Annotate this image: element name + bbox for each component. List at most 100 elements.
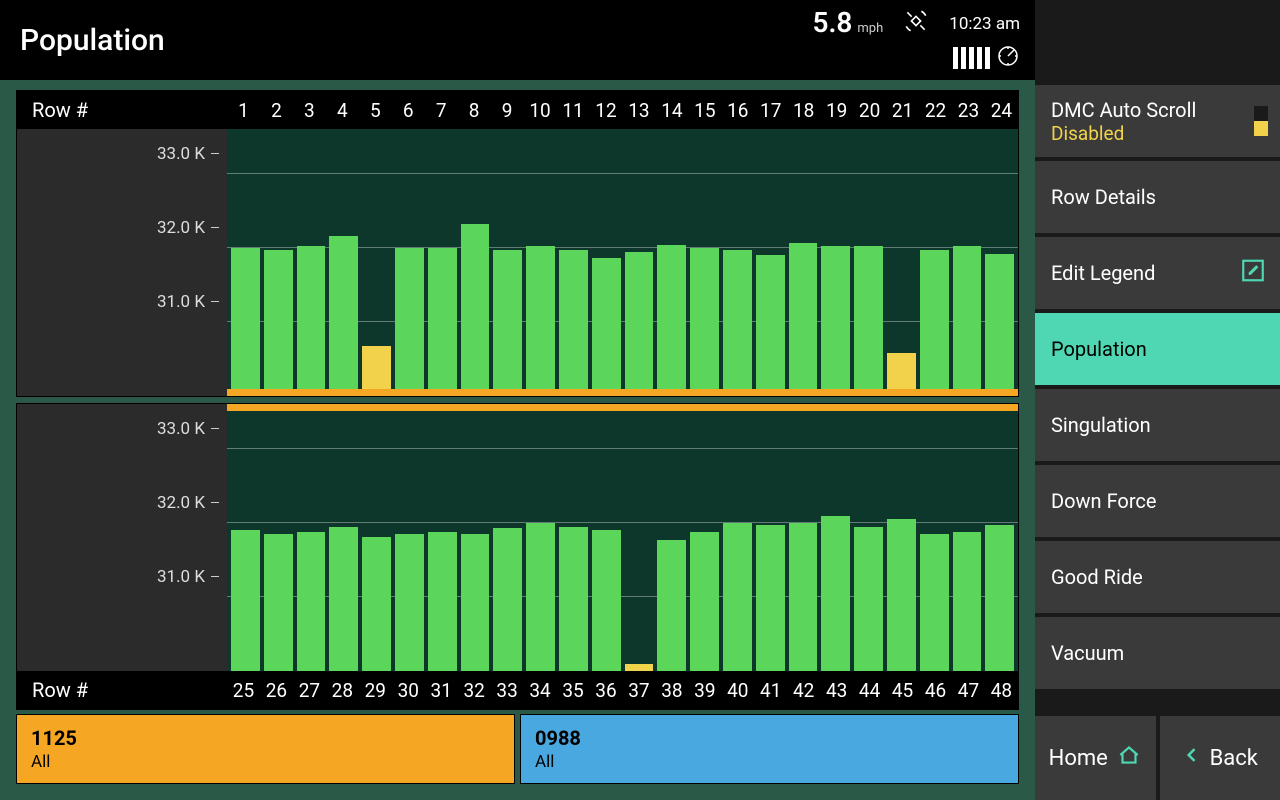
sidebar-dmc-line1: DMC Auto Scroll	[1051, 98, 1196, 122]
population-bar[interactable]	[461, 534, 490, 671]
column-header: 44	[853, 671, 886, 709]
sidebar: DMC Auto Scroll Disabled Row Details Edi…	[1035, 0, 1280, 800]
home-icon	[1116, 742, 1142, 774]
column-header: 23	[952, 91, 985, 129]
footer-right-value: 0988	[535, 726, 1004, 750]
column-header: 41	[754, 671, 787, 709]
sidebar-item-vacuum[interactable]: Vacuum	[1035, 617, 1280, 689]
population-bar[interactable]	[231, 248, 260, 389]
sidebar-item-label: Vacuum	[1051, 641, 1124, 665]
population-bar[interactable]	[559, 250, 588, 389]
column-header: 25	[227, 671, 260, 709]
population-bar[interactable]	[690, 532, 719, 671]
column-header: 26	[260, 671, 293, 709]
footer-panel-left[interactable]: 1125 All	[16, 714, 515, 784]
plot-area-top	[227, 129, 1018, 396]
population-bar[interactable]	[854, 527, 883, 671]
population-bar[interactable]	[723, 250, 752, 389]
column-header: 36	[589, 671, 622, 709]
population-bar[interactable]	[723, 523, 752, 671]
population-bar[interactable]	[329, 527, 358, 671]
column-header: 20	[853, 91, 886, 129]
population-bar[interactable]	[329, 236, 358, 389]
population-bar[interactable]	[493, 528, 522, 671]
population-bar[interactable]	[297, 246, 326, 389]
population-bar[interactable]	[953, 246, 982, 389]
population-bar[interactable]	[428, 532, 457, 671]
population-bar[interactable]	[264, 250, 293, 389]
column-headers-top: 123456789101112131415161718192021222324	[227, 91, 1018, 129]
footer-panel-right[interactable]: 0988 All	[520, 714, 1019, 784]
population-bar[interactable]	[887, 353, 916, 389]
y-axis-tick: 33.0 K	[157, 144, 219, 164]
dmc-toggle-indicator	[1254, 106, 1268, 136]
column-header: 39	[688, 671, 721, 709]
population-bar[interactable]	[756, 525, 785, 671]
population-bar[interactable]	[493, 250, 522, 389]
sidebar-item-dmc-auto-scroll[interactable]: DMC Auto Scroll Disabled	[1035, 85, 1280, 157]
sidebar-item-population[interactable]: Population	[1035, 313, 1280, 385]
population-bar[interactable]	[920, 250, 949, 389]
population-bar[interactable]	[625, 664, 654, 671]
population-bar[interactable]	[789, 523, 818, 671]
population-bar[interactable]	[461, 224, 490, 389]
column-header: 40	[721, 671, 754, 709]
population-bar[interactable]	[395, 534, 424, 671]
back-button[interactable]: Back	[1160, 716, 1280, 800]
population-bar[interactable]	[920, 534, 949, 671]
plot-area-bottom	[227, 404, 1018, 671]
population-bar[interactable]	[756, 255, 785, 389]
population-bar[interactable]	[657, 540, 686, 671]
column-header: 47	[952, 671, 985, 709]
population-bar[interactable]	[985, 525, 1014, 671]
population-bar[interactable]	[887, 519, 916, 671]
population-bar[interactable]	[559, 527, 588, 671]
column-header: 3	[293, 91, 326, 129]
population-bar[interactable]	[428, 248, 457, 389]
population-bar[interactable]	[362, 346, 391, 389]
column-header: 11	[557, 91, 590, 129]
population-bar[interactable]	[526, 523, 555, 671]
population-bar[interactable]	[526, 246, 555, 389]
signal-bars-icon	[953, 47, 990, 69]
column-header: 33	[491, 671, 524, 709]
population-bar[interactable]	[854, 246, 883, 389]
population-bar[interactable]	[690, 248, 719, 389]
population-bar[interactable]	[821, 516, 850, 671]
sidebar-item-good-ride[interactable]: Good Ride	[1035, 541, 1280, 613]
edit-icon	[1240, 258, 1266, 289]
column-headers-bottom: 2526272829303132333435363738394041424344…	[227, 671, 1018, 709]
population-bar[interactable]	[953, 532, 982, 671]
column-header: 6	[392, 91, 425, 129]
population-bar[interactable]	[821, 246, 850, 389]
radar-icon	[996, 44, 1020, 72]
sidebar-item-down-force[interactable]: Down Force	[1035, 465, 1280, 537]
sidebar-item-label: Singulation	[1051, 413, 1151, 437]
column-header: 18	[787, 91, 820, 129]
population-bar[interactable]	[592, 258, 621, 389]
sidebar-item-singulation[interactable]: Singulation	[1035, 389, 1280, 461]
column-header: 5	[359, 91, 392, 129]
column-header: 14	[655, 91, 688, 129]
home-button[interactable]: Home	[1035, 716, 1156, 800]
column-header: 4	[326, 91, 359, 129]
population-bar[interactable]	[362, 537, 391, 671]
population-bar[interactable]	[657, 245, 686, 389]
population-bar[interactable]	[297, 532, 326, 671]
population-bar[interactable]	[395, 248, 424, 389]
sidebar-item-row-details[interactable]: Row Details	[1035, 161, 1280, 233]
sidebar-item-label: Row Details	[1051, 185, 1156, 209]
column-header: 15	[688, 91, 721, 129]
population-bar[interactable]	[231, 530, 260, 671]
population-bar[interactable]	[264, 534, 293, 671]
column-header: 30	[392, 671, 425, 709]
column-header: 27	[293, 671, 326, 709]
column-header: 2	[260, 91, 293, 129]
population-bar[interactable]	[592, 530, 621, 671]
sidebar-item-label: Down Force	[1051, 489, 1157, 513]
sidebar-item-edit-legend[interactable]: Edit Legend	[1035, 237, 1280, 309]
y-axis-tick: 32.0 K	[157, 218, 219, 238]
population-bar[interactable]	[625, 252, 654, 389]
population-bar[interactable]	[789, 243, 818, 389]
population-bar[interactable]	[985, 254, 1014, 389]
